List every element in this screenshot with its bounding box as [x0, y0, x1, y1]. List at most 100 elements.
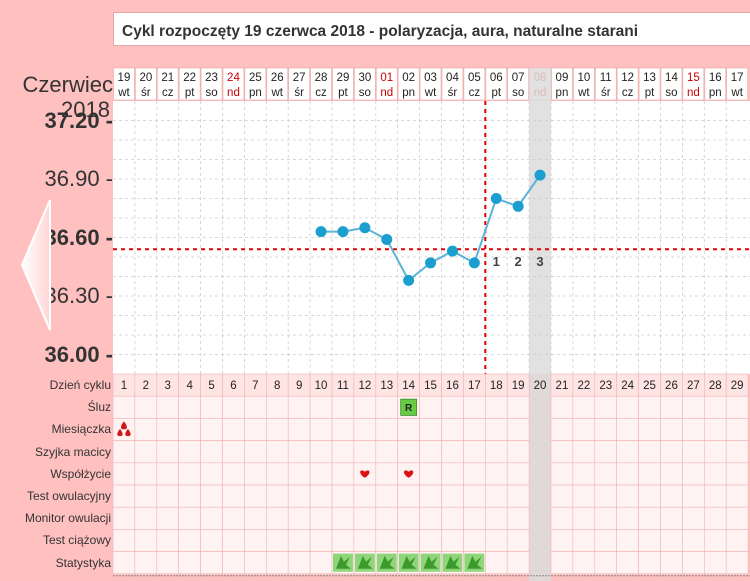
temperature-point[interactable]: [534, 169, 546, 181]
cycle-day-number: 15: [424, 380, 437, 392]
cycle-table: R: [112, 373, 749, 575]
date-cell: [616, 67, 639, 101]
date-cell: [266, 67, 288, 101]
cycle-day-number: 5: [208, 380, 214, 392]
cycle-day-number: 29: [731, 380, 744, 392]
date-cell: [660, 67, 683, 101]
date-cell: [397, 67, 420, 101]
date-day: 26: [271, 72, 284, 84]
temperature-point[interactable]: [315, 226, 327, 238]
date-weekday: wt: [577, 87, 590, 99]
date-weekday: wt: [730, 87, 743, 99]
row-label: Szyjka macicy: [34, 444, 111, 459]
date-weekday: śr: [294, 87, 304, 99]
date-weekday: pt: [645, 87, 655, 99]
temperature-point[interactable]: [337, 226, 349, 238]
date-weekday: śr: [448, 87, 458, 99]
date-cell: [135, 67, 157, 101]
temperature-point[interactable]: [490, 193, 502, 204]
row-label: Śluz: [87, 400, 111, 415]
date-day: 13: [643, 72, 656, 84]
date-cell: [310, 67, 332, 101]
date-weekday: so: [665, 87, 677, 99]
date-cell: [485, 67, 507, 101]
date-cell: [594, 67, 617, 101]
date-weekday: pn: [249, 87, 262, 99]
date-cell: [200, 67, 223, 101]
date-weekday: so: [359, 87, 371, 99]
statistics-leaf-icon[interactable]: [376, 553, 397, 572]
date-cell: [113, 67, 135, 101]
date-day: 14: [665, 72, 678, 84]
date-day: 11: [600, 72, 612, 84]
statistics-leaf-icon[interactable]: [398, 553, 419, 572]
temperature-point[interactable]: [512, 200, 524, 212]
date-weekday: nd: [687, 87, 700, 99]
temperature-point[interactable]: [468, 257, 480, 269]
date-cell: [682, 67, 705, 101]
date-day: 04: [446, 72, 459, 84]
cycle-day-number: 22: [577, 380, 590, 392]
row-label: Monitor owulacji: [24, 511, 111, 526]
plot-grid: [113, 101, 750, 374]
today-column-highlight: [529, 68, 551, 581]
post-ovulation-day-label: 3: [536, 254, 543, 269]
date-weekday: cz: [162, 87, 174, 99]
statistics-leaf-icon[interactable]: [333, 553, 353, 572]
cycle-day-number: 3: [165, 380, 171, 392]
date-cell: [573, 67, 595, 101]
temperature-point[interactable]: [359, 222, 371, 234]
intercourse-heart-icon[interactable]: [360, 470, 370, 478]
month-label: Czerwiec: [22, 72, 113, 97]
cycle-day-number: 6: [230, 380, 236, 392]
cycle-day-number: 14: [402, 380, 415, 392]
row-label: Miesiączka: [51, 422, 111, 437]
temperature-point[interactable]: [425, 257, 437, 269]
cycle-day-number: 2: [143, 380, 149, 392]
cycle-day-number: 10: [315, 380, 328, 392]
date-cell: [222, 67, 245, 101]
cycle-day-number: 25: [643, 380, 656, 392]
date-day: 23: [205, 72, 218, 84]
row-label: Dzień cyklu: [49, 378, 111, 392]
post-ovulation-day-label: 1: [493, 254, 500, 269]
date-day: 02: [402, 72, 415, 84]
cycle-day-number: 7: [252, 380, 258, 392]
date-weekday: wt: [424, 87, 437, 99]
temperature-point[interactable]: [381, 233, 393, 245]
date-cell: [463, 67, 486, 101]
date-day: 17: [731, 72, 744, 84]
date-weekday: so: [205, 87, 217, 99]
cycle-title: Cykl rozpoczęty 19 czerwca 2018 - polary…: [122, 23, 639, 40]
statistics-leaf-icon[interactable]: [442, 553, 463, 572]
previous-cycle-arrow-icon[interactable]: [20, 198, 54, 332]
cycle-day-number: 1: [121, 380, 127, 392]
statistics-leaf-icon[interactable]: [420, 553, 441, 572]
row-label: Test ciążowy: [42, 533, 111, 548]
statistics-leaf-icon[interactable]: [354, 553, 375, 572]
date-day: 01: [380, 72, 393, 84]
date-weekday: pt: [185, 87, 195, 99]
date-cell: [354, 67, 376, 101]
cycle-day-number: 21: [556, 380, 569, 392]
cycle-day-number: 11: [337, 380, 349, 392]
date-day: 28: [315, 72, 328, 84]
mucus-marker-icon[interactable]: [400, 398, 418, 416]
cycle-day-number: 9: [296, 380, 302, 392]
post-ovulation-day-label: 2: [515, 254, 522, 269]
temperature-axis-label: 36.60 -: [44, 224, 114, 250]
date-cell: [375, 67, 398, 101]
cycle-day-number: 16: [446, 380, 459, 392]
date-cell: [178, 67, 201, 101]
intercourse-heart-icon[interactable]: [404, 470, 414, 478]
period-drops-icon[interactable]: [117, 421, 131, 437]
date-weekday: pn: [709, 87, 722, 99]
cycle-day-number: 13: [380, 380, 393, 392]
date-weekday: pn: [556, 87, 569, 99]
temperature-point[interactable]: [403, 274, 415, 286]
temperature-point[interactable]: [446, 245, 458, 257]
temperature-axis-label: 36.30 -: [44, 283, 114, 308]
statistics-leaf-icon[interactable]: [464, 553, 485, 572]
cycle-day-number: 8: [274, 380, 280, 392]
date-weekday: pt: [491, 87, 501, 99]
